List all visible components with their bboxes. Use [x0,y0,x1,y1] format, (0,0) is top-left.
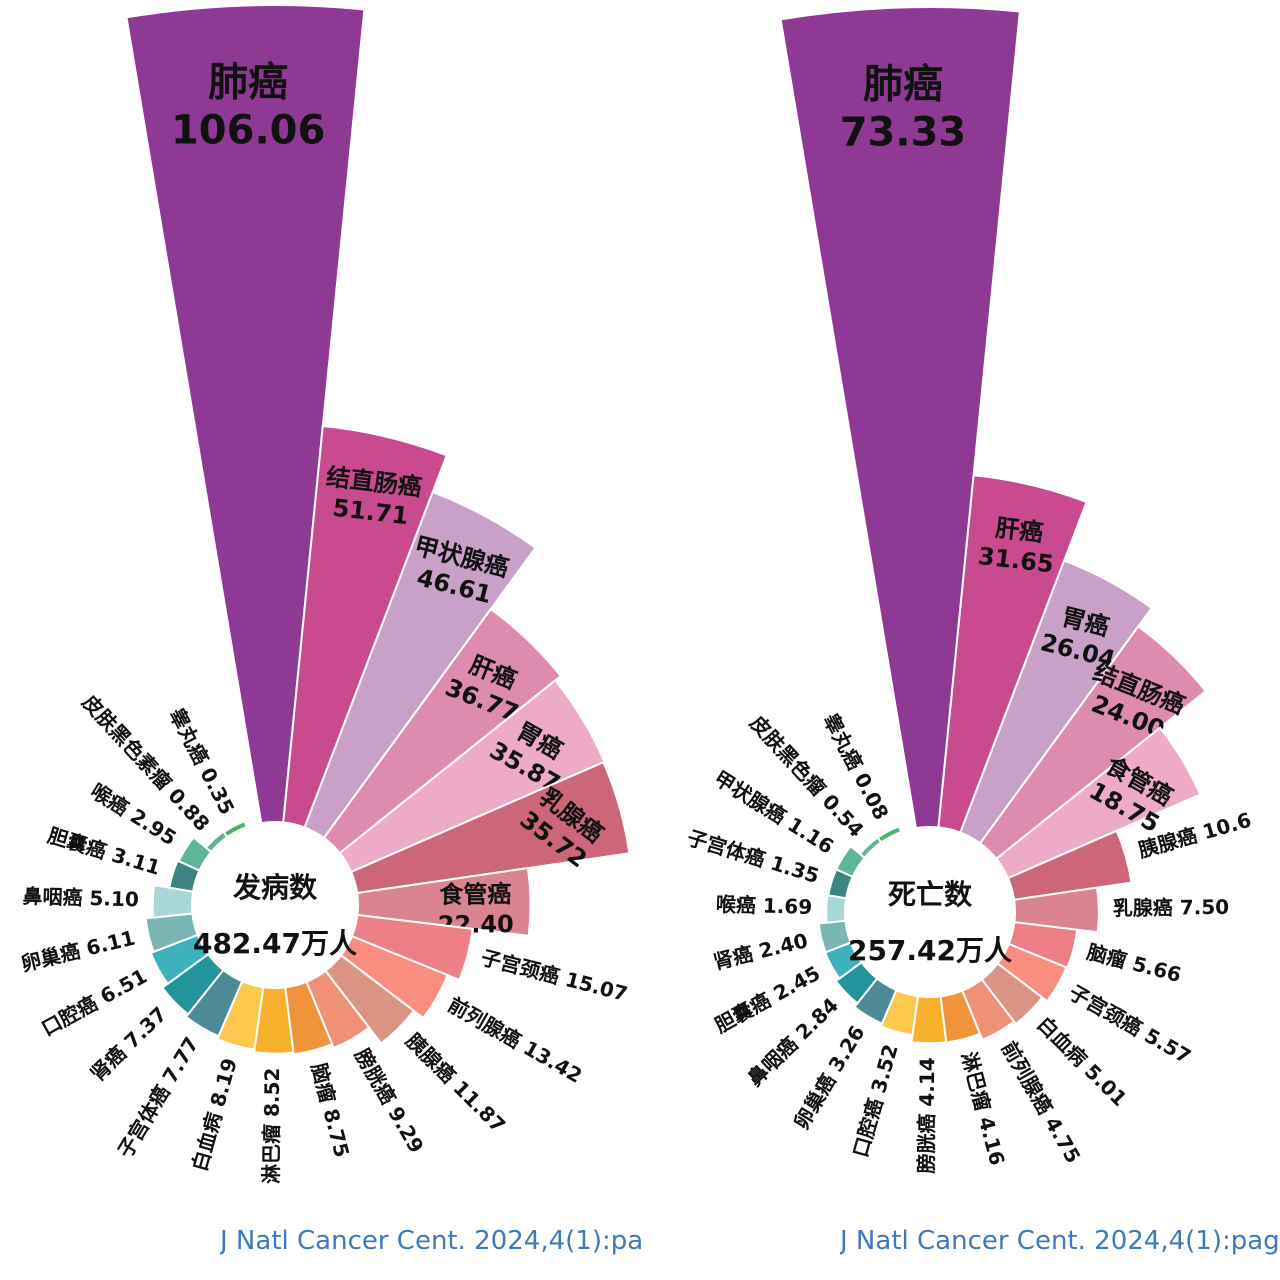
citation-left: J Natl Cancer Cent. 2024,4(1):pag [220,1226,642,1256]
citation-right: J Natl Cancer Cent. 2024,4(1):page [840,1226,1280,1256]
sector-label-7: 脑瘤 5.66 [1084,940,1183,987]
sector-label-11: 淋巴瘤 4.16 [957,1049,1010,1168]
rose-sector-1 [282,424,448,829]
rose-sector-0 [779,6,1021,830]
sector-label-0: 肺癌 73.33 [840,61,967,155]
rose-sector-18 [825,894,848,924]
rose-sector-3 [978,625,1208,861]
rose-sector-0 [125,4,366,825]
mortality-rose-chart: 肺癌 73.33肝癌31.65胃癌26.04结直肠癌24.00食管癌18.75胰腺… [685,6,1254,1175]
sector-label-11: 脑瘤 8.75 [307,1061,355,1160]
center-title: 发病数 [232,871,318,904]
center-hole [847,829,1013,995]
rose-sector-2 [959,559,1154,845]
sector-label-13: 白血病 8.19 [187,1055,242,1173]
sector-label-17: 肾癌 2.40 [711,928,810,974]
sector-label-18: 鼻咽癌 5.10 [22,884,139,911]
rose-sector-2 [303,490,537,840]
sector-label-13: 口腔癌 3.52 [848,1042,903,1160]
rose-sector-6 [355,866,532,937]
sector-label-18: 喉癌 1.69 [716,892,813,919]
sector-label-0: 肺癌 106.06 [171,59,325,153]
sector-label-17: 卵巢癌 6.11 [19,926,138,976]
rose-sector-3 [322,607,563,855]
center-total: 257.42万人 [848,934,1012,967]
center-title: 死亡数 [888,878,973,911]
sector-label-12: 膀胱癌 4.14 [914,1057,939,1175]
sector-label-6: 食管癌22.40 [437,880,514,939]
center-hole [194,824,356,986]
rose-sector-1 [937,474,1088,834]
sector-label-7: 子宫颈癌 15.07 [479,945,630,1006]
sector-label-8: 前列腺癌 13.42 [444,993,586,1088]
center-total: 482.47万人 [193,927,357,960]
rose-sector-4 [338,678,606,874]
incidence-rose-chart: 肺癌 106.06结直肠癌51.71甲状腺癌46.61肝癌36.77胃癌35.87… [19,4,631,1185]
sector-label-9: 胰腺癌 11.87 [401,1028,510,1137]
rose-sector-22 [876,825,903,844]
sector-label-6: 乳腺癌 7.50 [1113,895,1230,920]
rose-sector-5 [349,760,631,895]
rose-sector-4 [994,726,1202,880]
sector-label-12: 淋巴瘤 8.52 [259,1068,284,1185]
rose-sector-22 [222,820,249,839]
